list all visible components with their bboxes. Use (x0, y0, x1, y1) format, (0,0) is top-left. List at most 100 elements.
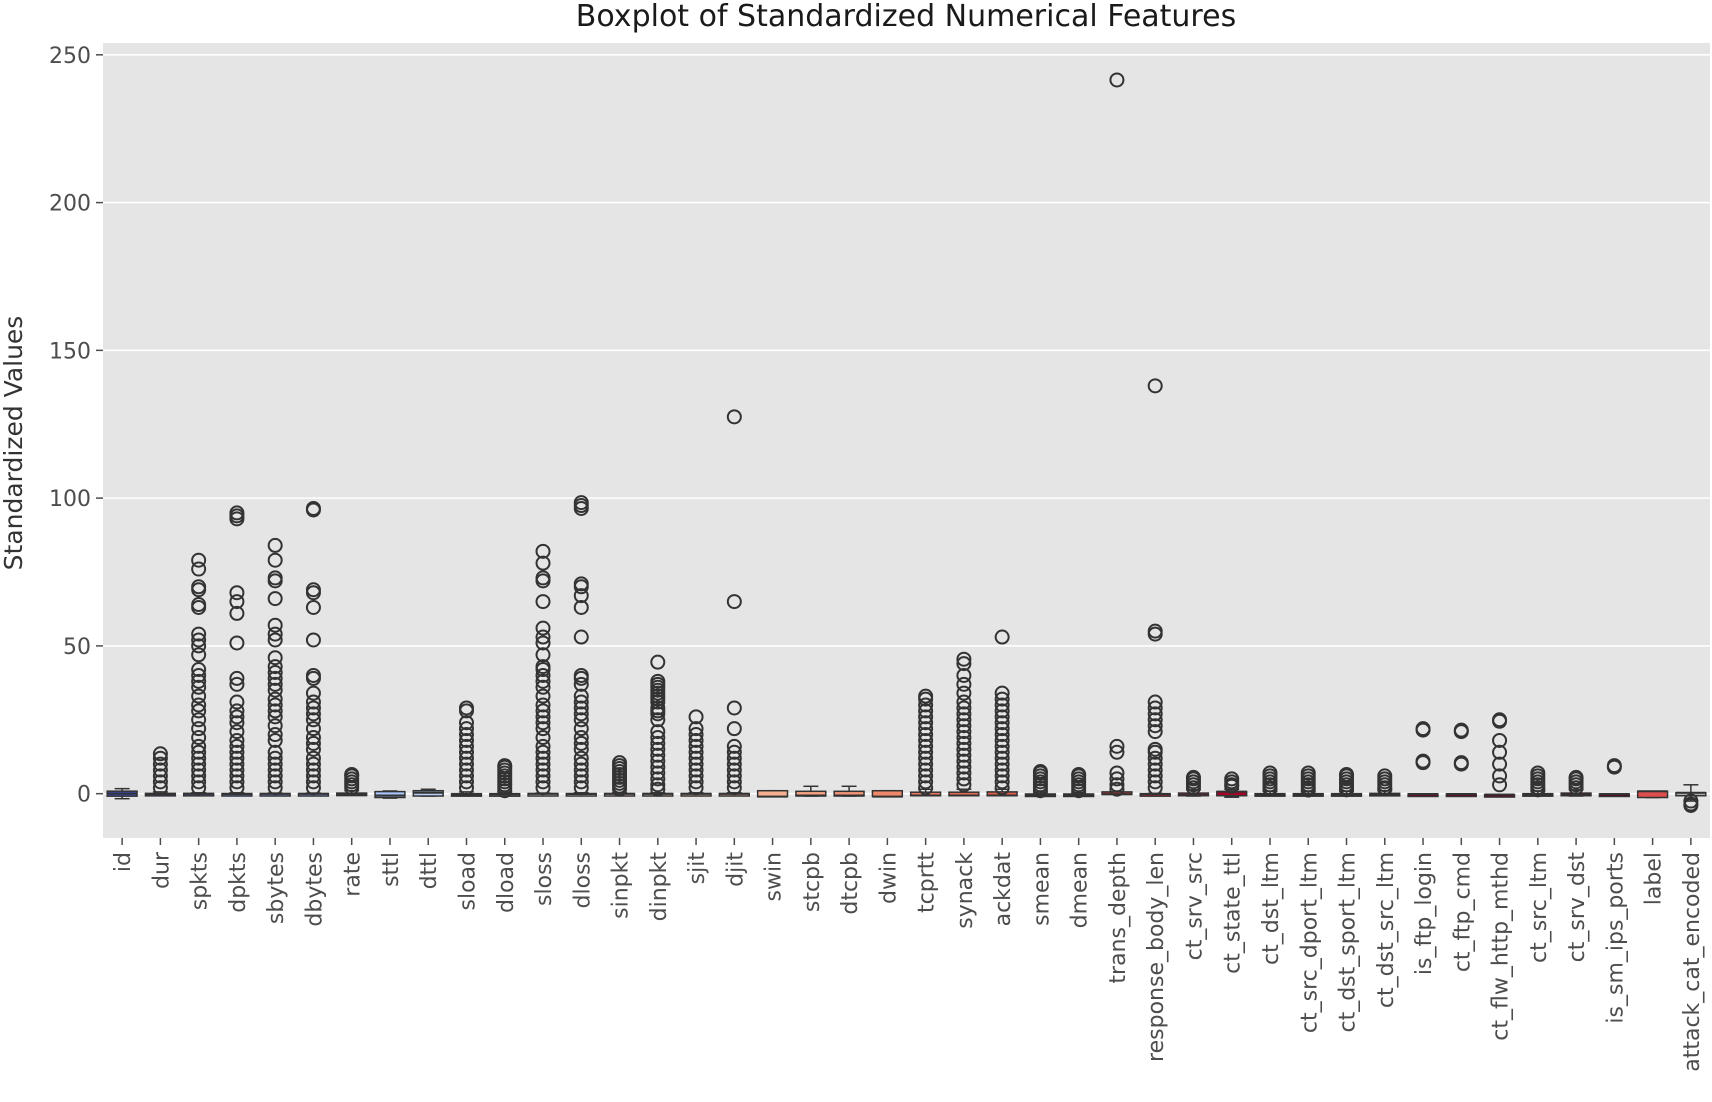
outlier-point (191, 552, 207, 568)
x-tick-label: dttl (417, 852, 442, 889)
box-spkts (182, 552, 215, 797)
outlier-point (1147, 768, 1163, 784)
outlier-point (458, 738, 474, 754)
x-tick-label: synack (953, 852, 978, 929)
outlier-point (650, 781, 666, 797)
box-dmean (1063, 766, 1095, 799)
outlier-point (229, 676, 245, 692)
outlier-point (994, 697, 1010, 713)
outlier-point (918, 768, 934, 784)
x-tick-label: is_sm_ips_ports (1603, 852, 1628, 1024)
outlier-point (1147, 706, 1163, 722)
outlier-point (726, 774, 742, 790)
outlier-point (305, 756, 321, 772)
outlier-point (688, 756, 704, 772)
outlier-point (535, 738, 551, 754)
outlier-point (267, 697, 283, 713)
x-tick-label: sttl (379, 852, 404, 887)
outlier-point (573, 688, 589, 704)
outlier-point (344, 780, 360, 796)
outlier-point (229, 635, 245, 651)
gridlines (103, 54, 1710, 795)
outlier-point (458, 774, 474, 790)
outlier-point (267, 676, 283, 692)
outlier-point (994, 744, 1010, 760)
outlier-point (573, 694, 589, 710)
outlier-point (994, 727, 1010, 743)
outlier-point (650, 654, 666, 670)
outlier-point (535, 703, 551, 719)
outlier-point (267, 573, 283, 589)
y-tick-label: 150 (49, 339, 91, 364)
outlier-point (305, 670, 321, 686)
outlier-point (994, 774, 1010, 790)
outlier-point (1147, 724, 1163, 740)
box-dload (489, 758, 521, 799)
x-tick-label: ct_dst_ltm (1259, 852, 1284, 965)
outlier-point (956, 706, 972, 722)
outlier-point (497, 783, 513, 799)
box-ct_ftp_cmd (1445, 722, 1477, 798)
outlier-point (458, 768, 474, 784)
outlier-point (229, 724, 245, 740)
x-tick-label: tcprtt (915, 852, 940, 913)
outlier-point (191, 697, 207, 713)
outlier-point (229, 594, 245, 610)
outlier-point (650, 694, 666, 710)
x-tick-label: sloss (532, 852, 557, 906)
outlier-point (191, 750, 207, 766)
outlier-point (688, 727, 704, 743)
outlier-point (1492, 744, 1508, 760)
outlier-point (1492, 756, 1508, 772)
outlier-point (191, 712, 207, 728)
outlier-point (191, 703, 207, 719)
outlier-point (573, 676, 589, 692)
outlier-point (535, 768, 551, 784)
outlier-point (191, 744, 207, 760)
box-djit (718, 409, 750, 797)
y-axis-label: Standardized Values (0, 316, 28, 571)
outlier-point (650, 765, 666, 781)
outlier-point (726, 409, 742, 425)
outlier-point (1109, 777, 1125, 793)
outlier-point (267, 650, 283, 666)
outlier-point (458, 744, 474, 760)
outlier-point (267, 703, 283, 719)
box-stcpb (795, 785, 827, 797)
outlier-point (573, 750, 589, 766)
outlier-point (305, 599, 321, 615)
outlier-point (267, 632, 283, 648)
box-ct_dst_sport_ltm (1330, 766, 1363, 798)
outlier-point (573, 599, 589, 615)
outlier-point (956, 777, 972, 793)
outlier-point (956, 651, 972, 667)
outlier-point (267, 750, 283, 766)
outlier-point (650, 747, 666, 763)
box-dbytes (297, 500, 330, 797)
box-ct_dst_src_ltm (1369, 768, 1401, 797)
outlier-point (535, 635, 551, 651)
outlier-point (267, 718, 283, 734)
outlier-point (688, 762, 704, 778)
y-axis-ticks: 0 50 100 150 200 250 (49, 44, 103, 808)
outlier-point (267, 780, 283, 796)
box-dur (144, 746, 177, 797)
outlier-point (650, 735, 666, 751)
outlier-point (229, 762, 245, 778)
box-ct_src_dport_ltm (1292, 765, 1324, 798)
outlier-point (573, 700, 589, 716)
x-tick-label: spkts (188, 852, 213, 910)
outlier-point (305, 721, 321, 737)
x-tick-label: dur (149, 851, 174, 889)
outlier-point (458, 756, 474, 772)
outlier-point (956, 667, 972, 683)
box-dloss (565, 495, 597, 797)
box-sttl (374, 790, 406, 799)
outlier-point (994, 721, 1010, 737)
outlier-point (535, 679, 551, 695)
y-tick-label: 200 (49, 192, 91, 217)
outlier-point (688, 732, 704, 748)
outlier-point (1147, 744, 1163, 760)
outlier-point (229, 732, 245, 748)
outlier-point (267, 670, 283, 686)
